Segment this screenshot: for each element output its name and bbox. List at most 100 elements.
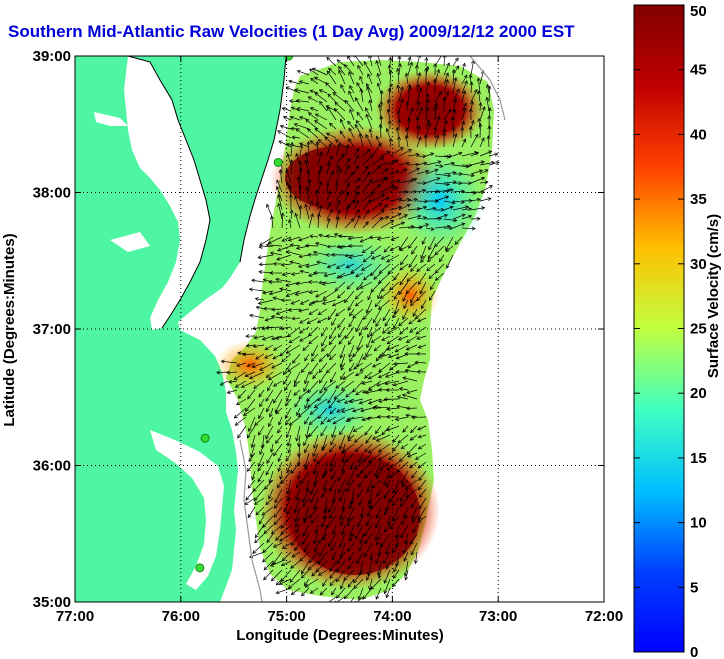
velocity-arrow-head <box>326 217 331 222</box>
velocity-arrow <box>397 396 409 400</box>
velocity-arrow-head <box>334 287 339 292</box>
velocity-arrow-head <box>318 280 323 285</box>
velocity-arrow-head <box>353 365 358 370</box>
velocity-arrow <box>405 414 418 418</box>
velocity-arrow <box>383 488 391 499</box>
velocity-arrow <box>378 362 391 373</box>
velocity-arrow-head <box>303 548 308 553</box>
velocity-arrow <box>378 542 382 557</box>
velocity-arrow-head <box>339 118 344 123</box>
velocity-arrow <box>368 380 382 390</box>
velocity-arrow-head <box>394 186 399 191</box>
velocity-arrow <box>316 141 319 157</box>
velocity-arrow-head <box>414 315 419 320</box>
velocity-arrow-head <box>443 119 448 125</box>
velocity-arrow-head <box>310 499 314 504</box>
velocity-arrow <box>397 68 400 85</box>
velocity-arrow <box>407 208 421 211</box>
velocity-arrow-head <box>485 83 490 89</box>
velocity-arrow <box>363 308 373 320</box>
velocity-arrow <box>469 74 472 85</box>
velocity-arrow-head <box>393 361 398 366</box>
velocity-arrow <box>294 497 301 513</box>
velocity-arrow-head <box>481 106 486 111</box>
velocity-arrow <box>311 299 328 304</box>
velocity-arrow <box>380 90 383 103</box>
velocity-arrow-head <box>434 168 439 173</box>
velocity-arrow <box>283 371 292 385</box>
velocity-arrow-head <box>377 295 381 300</box>
velocity-arrow-head <box>330 252 335 257</box>
velocity-arrow <box>434 189 451 193</box>
velocity-arrow <box>357 515 364 528</box>
velocity-arrow-head <box>378 368 383 373</box>
velocity-arrow-head <box>415 167 420 172</box>
velocity-arrow <box>389 138 392 148</box>
velocity-arrow-head <box>425 106 430 111</box>
velocity-arrow <box>425 107 428 121</box>
velocity-arrow-head <box>336 398 341 403</box>
velocity-arrow <box>310 407 319 415</box>
velocity-arrow-head <box>355 165 359 170</box>
velocity-arrow <box>352 407 364 412</box>
velocity-arrow-head <box>317 311 322 316</box>
velocity-arrow <box>380 290 391 299</box>
velocity-arrow <box>296 281 310 285</box>
velocity-arrow-head <box>388 56 393 61</box>
velocity-arrow <box>395 551 400 567</box>
velocity-arrow <box>265 389 274 402</box>
velocity-arrow-head <box>427 258 432 263</box>
velocity-arrow-head <box>383 397 388 402</box>
velocity-arrow <box>309 140 319 148</box>
velocity-arrow <box>406 344 418 351</box>
colorbar-tick-label: 0 <box>690 644 698 659</box>
velocity-arrow-head <box>318 89 323 93</box>
velocity-arrow <box>359 326 364 336</box>
velocity-arrow <box>417 461 427 469</box>
velocity-arrow <box>286 251 301 256</box>
velocity-arrow-head <box>478 102 483 107</box>
velocity-arrow <box>434 134 439 148</box>
velocity-arrow-head <box>420 305 425 310</box>
velocity-arrow-head <box>467 207 473 212</box>
velocity-arrow-head <box>415 83 420 88</box>
velocity-arrow-head <box>360 408 365 413</box>
velocity-arrow <box>401 443 409 449</box>
velocity-arrow <box>488 86 491 103</box>
velocity-arrow-head <box>386 108 391 113</box>
velocity-arrow <box>299 551 310 562</box>
velocity-arrow <box>311 344 319 357</box>
velocity-arrow <box>375 515 382 529</box>
velocity-arrow <box>304 353 310 362</box>
velocity-arrow-head <box>300 368 305 373</box>
velocity-arrow <box>305 152 310 166</box>
velocity-arrow-head <box>374 536 379 541</box>
velocity-arrow <box>396 127 400 139</box>
velocity-arrow-head <box>293 123 298 127</box>
velocity-arrow-head <box>433 126 438 131</box>
velocity-arrow-head <box>308 559 313 564</box>
velocity-arrow-head <box>445 91 449 96</box>
velocity-arrow-head <box>344 334 349 340</box>
velocity-arrow <box>247 506 256 518</box>
velocity-arrow-head <box>348 556 352 561</box>
velocity-arrow-head <box>395 126 400 131</box>
velocity-arrow <box>318 281 328 284</box>
velocity-arrow <box>308 425 319 437</box>
velocity-arrow <box>335 380 346 389</box>
velocity-arrow-head <box>362 315 367 320</box>
velocity-arrow-head <box>430 226 435 231</box>
velocity-arrow <box>287 434 292 447</box>
velocity-arrow-head <box>414 456 420 460</box>
velocity-arrow-head <box>284 402 289 407</box>
velocity-arrow-head <box>394 417 399 421</box>
velocity-arrow-head <box>379 100 384 105</box>
velocity-arrow <box>258 515 265 525</box>
velocity-arrow-head <box>298 204 303 209</box>
velocity-arrow-head <box>262 290 267 295</box>
velocity-arrow-head <box>347 56 351 60</box>
velocity-arrow-head <box>383 560 387 565</box>
velocity-arrow <box>315 524 319 534</box>
velocity-arrow <box>276 578 283 586</box>
velocity-arrow <box>380 151 391 157</box>
